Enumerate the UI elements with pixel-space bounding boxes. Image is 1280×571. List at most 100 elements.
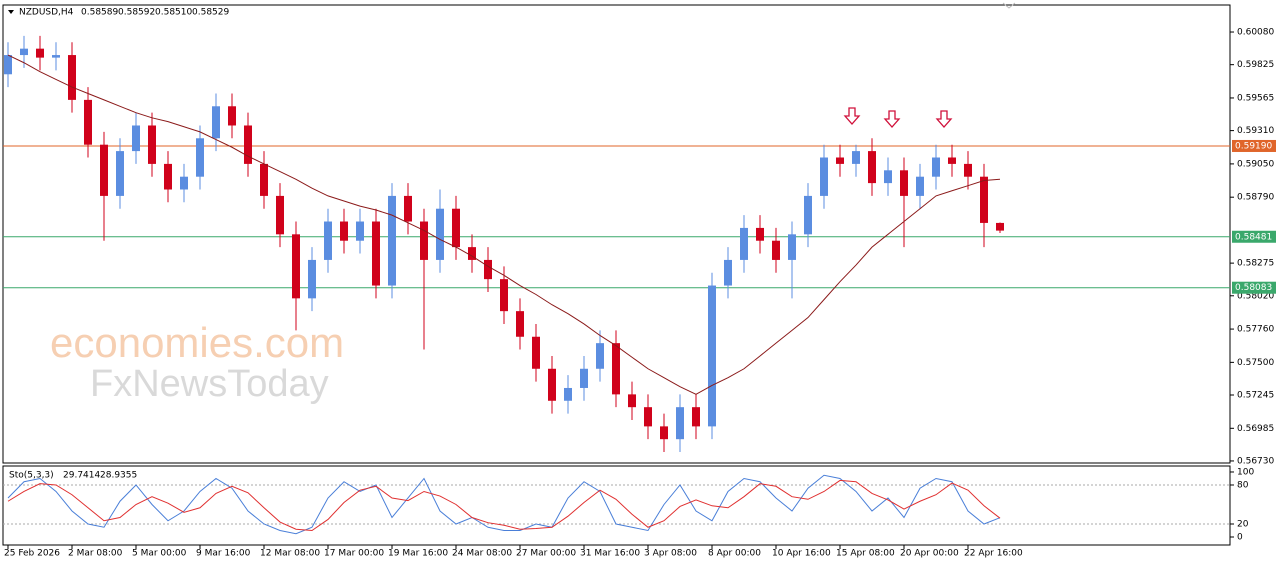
candle-body — [372, 221, 380, 286]
level-label-box — [1232, 281, 1276, 294]
stochastic-label: Sto(5,3,3) — [9, 471, 54, 481]
candle-body — [900, 170, 908, 196]
header-open: 0.58589 — [81, 8, 118, 18]
candle-body — [212, 106, 220, 139]
level-label: 0.58083 — [1235, 283, 1272, 293]
candle-body — [340, 221, 348, 241]
x-tick-label: 9 Mar 16:00 — [196, 549, 251, 559]
candle-body — [324, 221, 332, 260]
candle-body — [436, 208, 444, 260]
candle-body — [868, 151, 876, 184]
candle-body — [452, 208, 460, 248]
candle-body — [612, 343, 620, 395]
candle-body — [116, 151, 124, 196]
x-tick-label: 27 Mar 00:00 — [516, 549, 576, 559]
candle-body — [820, 157, 828, 196]
y-tick-label: 0.59825 — [1237, 60, 1274, 70]
candle-body — [964, 163, 972, 177]
watermark: FxNewsToday — [90, 363, 329, 405]
candle-body — [708, 285, 716, 427]
stochastic-main-value: 29.7414 — [63, 471, 100, 481]
candle-body — [484, 259, 492, 280]
candle-body — [580, 368, 588, 388]
header-close: 0.58529 — [192, 8, 229, 18]
scroll-marker — [1002, 2, 1016, 9]
candle-body — [308, 259, 316, 299]
down-arrow — [883, 110, 901, 128]
candle-body — [884, 170, 892, 184]
candle-body — [100, 144, 108, 196]
candle-body — [756, 227, 764, 241]
candle-body — [692, 407, 700, 427]
x-tick-label: 2 Mar 08:00 — [68, 549, 123, 559]
candle-body — [260, 163, 268, 196]
y-tick-label: 0.58020 — [1237, 291, 1274, 301]
candle-body — [276, 195, 284, 235]
candle-body — [68, 55, 76, 100]
x-tick-label: 5 Mar 00:00 — [132, 549, 187, 559]
candle-body — [84, 99, 92, 145]
candle-body — [932, 157, 940, 177]
y-tick-label: 0.57500 — [1237, 358, 1274, 368]
y-tick-label: 0.59050 — [1237, 159, 1274, 169]
candle-body — [564, 387, 572, 401]
y-tick-label: 0.56985 — [1237, 424, 1274, 434]
candle-body — [36, 48, 44, 58]
stochastic-signal-value: 28.9355 — [100, 471, 137, 481]
y-tick-label: 0.60080 — [1237, 28, 1274, 38]
x-tick-label: 22 Apr 16:00 — [964, 549, 1023, 559]
x-tick-label: 25 Feb 2026 — [4, 549, 60, 559]
x-tick-label: 19 Mar 16:00 — [388, 549, 448, 559]
y-tick-label: 0.58275 — [1237, 259, 1274, 269]
level-label-box — [1232, 139, 1276, 152]
candle-body — [772, 240, 780, 260]
x-tick-label: 12 Mar 08:00 — [260, 549, 320, 559]
candle-body — [244, 125, 252, 164]
menu-triangle[interactable] — [8, 10, 14, 14]
level-label: 0.59190 — [1235, 141, 1272, 151]
candle-body — [164, 163, 172, 190]
candle-body — [292, 234, 300, 299]
candle-body — [916, 176, 924, 196]
main-pane — [2, 4, 1231, 464]
candle-body — [596, 343, 604, 369]
header-high: 0.58592 — [118, 8, 155, 18]
candle-body — [948, 157, 956, 164]
x-tick-label: 15 Apr 08:00 — [836, 549, 895, 559]
candle-body — [228, 106, 236, 126]
candle-body — [4, 55, 12, 75]
symbol-title: NZDUSD,H4 — [19, 8, 74, 18]
stochastic-y-tick-label: 100 — [1237, 467, 1254, 477]
candle-body — [148, 125, 156, 164]
candle-body — [836, 157, 844, 164]
y-tick-label: 0.57245 — [1237, 391, 1274, 401]
candle-body — [500, 279, 508, 312]
stochastic-pane — [2, 465, 1231, 546]
candle-body — [852, 151, 860, 164]
y-tick-label: 0.57760 — [1237, 325, 1274, 335]
candle-body — [420, 221, 428, 260]
candle-body — [804, 195, 812, 235]
candle-body — [644, 407, 652, 427]
y-tick-label: 0.58790 — [1237, 193, 1274, 203]
x-tick-label: 24 Mar 08:00 — [452, 549, 512, 559]
x-tick-label: 31 Mar 16:00 — [580, 549, 640, 559]
level-label-box — [1232, 230, 1276, 243]
candle-body — [980, 176, 988, 223]
moving-average — [7, 54, 1001, 395]
stochastic-signal — [7, 479, 1001, 532]
y-tick-label: 0.59310 — [1237, 126, 1274, 136]
candle-body — [996, 222, 1004, 231]
candle-body — [740, 227, 748, 260]
candle-body — [532, 336, 540, 369]
stochastic-y-tick-label: 0 — [1237, 533, 1243, 543]
candle-body — [356, 221, 364, 241]
x-tick-label: 17 Mar 00:00 — [324, 549, 384, 559]
x-tick-label: 20 Apr 00:00 — [900, 549, 959, 559]
x-tick-label: 10 Apr 16:00 — [772, 549, 831, 559]
stochastic-y-tick-label: 20 — [1237, 519, 1249, 529]
candle-body — [52, 55, 60, 58]
stochastic-main — [7, 474, 1001, 535]
arrow-annotations — [843, 107, 953, 128]
